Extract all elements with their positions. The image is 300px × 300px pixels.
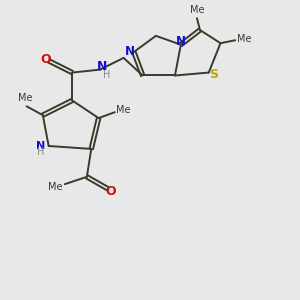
Text: Me: Me xyxy=(18,93,32,103)
Text: O: O xyxy=(40,53,51,66)
Text: Me: Me xyxy=(116,105,131,115)
Text: H: H xyxy=(103,70,110,80)
Text: Me: Me xyxy=(190,5,204,15)
Text: O: O xyxy=(105,185,116,198)
Text: Me: Me xyxy=(48,182,62,192)
Text: N: N xyxy=(97,60,108,73)
Text: Me: Me xyxy=(237,34,251,44)
Text: H: H xyxy=(37,147,44,158)
Text: N: N xyxy=(36,141,45,151)
Text: N: N xyxy=(125,46,135,59)
Text: N: N xyxy=(176,34,186,48)
Text: S: S xyxy=(209,68,218,80)
